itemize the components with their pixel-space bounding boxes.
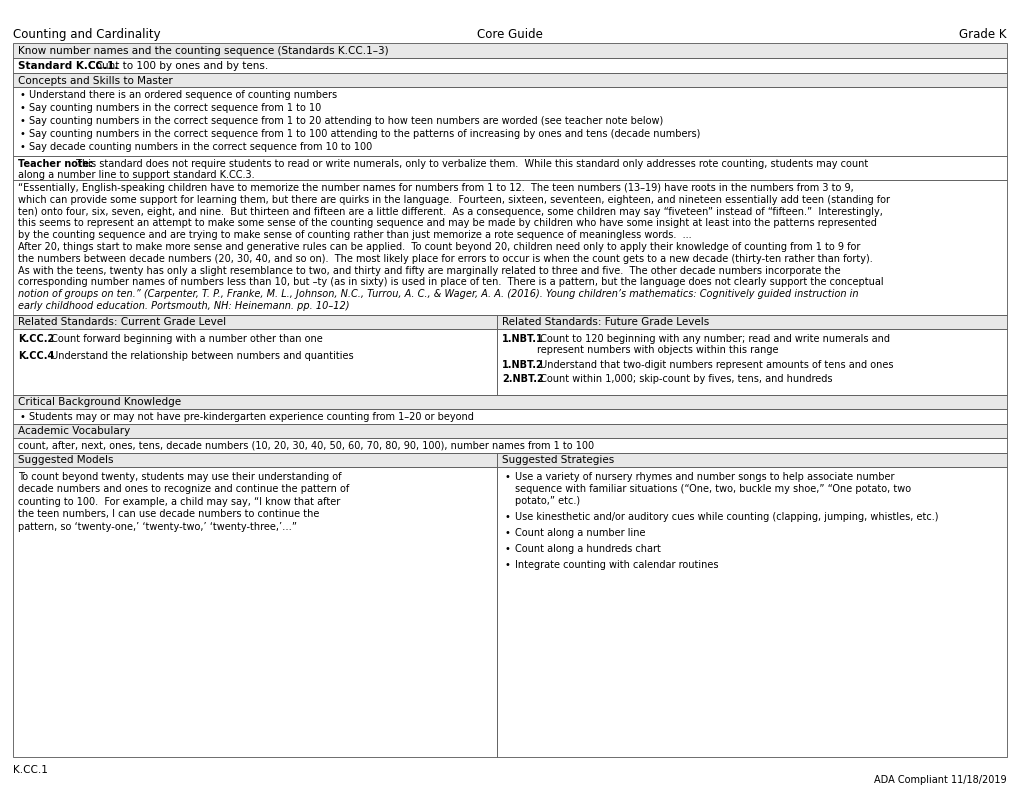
Text: Understand that two-digit numbers represent amounts of tens and ones: Understand that two-digit numbers repres… [536,360,893,370]
Text: Say counting numbers in the correct sequence from 1 to 100 attending to the patt: Say counting numbers in the correct sequ… [29,129,700,139]
Text: Core Guide: Core Guide [477,28,542,41]
Text: •: • [504,544,511,554]
Text: K.CC.2: K.CC.2 [18,334,54,344]
Text: •: • [20,412,25,422]
Text: Say decade counting numbers in the correct sequence from 10 to 100: Say decade counting numbers in the corre… [29,142,372,152]
Text: Related Standards: Current Grade Level: Related Standards: Current Grade Level [18,318,226,327]
Bar [13,466,496,757]
Bar [13,409,1006,424]
Text: •: • [504,472,511,481]
Text: Count to 100 by ones and by tens.: Count to 100 by ones and by tens. [85,61,268,71]
Bar [13,156,1006,180]
Text: Suggested Strategies: Suggested Strategies [501,455,613,465]
Text: the numbers between decade numbers (20, 30, 40, and so on).  The most likely pla: the numbers between decade numbers (20, … [18,254,872,264]
Text: Grade K: Grade K [959,28,1006,41]
Text: Related Standards: Future Grade Levels: Related Standards: Future Grade Levels [501,318,708,327]
Text: Understand there is an ordered sequence of counting numbers: Understand there is an ordered sequence … [29,90,337,100]
Text: ten) onto four, six, seven, eight, and nine.  But thirteen and fifteen are a lit: ten) onto four, six, seven, eight, and n… [18,206,882,217]
Text: •: • [504,559,511,570]
Text: pattern, so ‘twenty-one,’ ‘twenty-two,’ ‘twenty-three,’…”: pattern, so ‘twenty-one,’ ‘twenty-two,’ … [18,522,297,532]
Bar [13,73,1006,87]
Text: Critical Background Knowledge: Critical Background Knowledge [18,397,181,407]
Text: After 20, things start to make more sense and generative rules can be applied.  : After 20, things start to make more sens… [18,242,860,252]
Text: Integrate counting with calendar routines: Integrate counting with calendar routine… [515,559,717,570]
Bar [13,453,496,466]
Text: corresponding number names of numbers less than 10, but –ty (as in sixty) is use: corresponding number names of numbers le… [18,277,882,288]
Text: •: • [20,90,25,100]
Text: which can provide some support for learning them, but there are quirks in the la: which can provide some support for learn… [18,195,890,205]
Text: by the counting sequence and are trying to make sense of counting rather than ju: by the counting sequence and are trying … [18,230,691,240]
Text: sequence with familiar situations (“One, two, buckle my shoe,” “One potato, two: sequence with familiar situations (“One,… [515,484,910,494]
Text: This standard does not require students to read or write numerals, only to verba: This standard does not require students … [73,159,867,169]
Bar [13,180,1006,314]
Text: 2.NBT.2: 2.NBT.2 [501,374,543,385]
Text: decade numbers and ones to recognize and continue the pattern of: decade numbers and ones to recognize and… [18,485,348,494]
Text: •: • [20,103,25,113]
Text: Count forward beginning with a number other than one: Count forward beginning with a number ot… [48,334,322,344]
Text: K.CC.1: K.CC.1 [13,765,48,775]
Text: •: • [20,116,25,126]
Text: Count to 120 beginning with any number; read and write numerals and: Count to 120 beginning with any number; … [536,334,890,344]
Bar [496,314,1006,329]
Text: Understand the relationship between numbers and quantities: Understand the relationship between numb… [48,351,354,361]
Text: Suggested Models: Suggested Models [18,455,113,465]
Bar [13,87,1006,156]
Text: •: • [504,528,511,537]
Text: 1.NBT.1: 1.NBT.1 [501,334,543,344]
Text: To count beyond twenty, students may use their understanding of: To count beyond twenty, students may use… [18,472,341,481]
Bar [13,43,1006,58]
Text: Standard K.CC.1.: Standard K.CC.1. [18,61,118,71]
Text: Use kinesthetic and/or auditory cues while counting (clapping, jumping, whistles: Use kinesthetic and/or auditory cues whi… [515,511,937,522]
Text: Concepts and Skills to Master: Concepts and Skills to Master [18,76,172,86]
Bar [496,453,1006,466]
Text: Say counting numbers in the correct sequence from 1 to 20 attending to how teen : Say counting numbers in the correct sequ… [29,116,662,126]
Text: •: • [504,511,511,522]
Text: Say counting numbers in the correct sequence from 1 to 10: Say counting numbers in the correct sequ… [29,103,321,113]
Text: counting to 100.  For example, a child may say, “I know that after: counting to 100. For example, a child ma… [18,496,340,507]
Text: K.CC.4: K.CC.4 [18,351,54,361]
Bar [13,58,1006,73]
Text: along a number line to support standard K.CC.3.: along a number line to support standard … [18,169,255,180]
Text: represent numbers with objects within this range: represent numbers with objects within th… [536,345,777,355]
Text: potato,” etc.): potato,” etc.) [515,496,580,506]
Bar [13,438,1006,453]
Bar [13,314,496,329]
Text: •: • [20,129,25,139]
Text: ADA Compliant 11/18/2019: ADA Compliant 11/18/2019 [873,775,1006,785]
Text: Know number names and the counting sequence (Standards K.CC.1–3): Know number names and the counting seque… [18,46,388,56]
Text: Academic Vocabulary: Academic Vocabulary [18,426,130,437]
Text: Students may or may not have pre-kindergarten experience counting from 1–20 or b: Students may or may not have pre-kinderg… [29,412,474,422]
Text: Count along a hundreds chart: Count along a hundreds chart [515,544,660,554]
Text: Counting and Cardinality: Counting and Cardinality [13,28,160,41]
Text: Teacher note:: Teacher note: [18,159,93,169]
Text: notion of groups on ten.” (Carpenter, T. P., Franke, M. L., Johnson, N.C., Turro: notion of groups on ten.” (Carpenter, T.… [18,289,858,299]
Bar [13,424,1006,438]
Text: the teen numbers, I can use decade numbers to continue the: the teen numbers, I can use decade numbe… [18,509,319,519]
Text: •: • [20,142,25,152]
Text: count, after, next, ones, tens, decade numbers (10, 20, 30, 40, 50, 60, 70, 80, : count, after, next, ones, tens, decade n… [18,440,593,451]
Text: this seems to represent an attempt to make some sense of the counting sequence a: this seems to represent an attempt to ma… [18,218,876,229]
Bar [496,466,1006,757]
Text: “Essentially, English-speaking children have to memorize the number names for nu: “Essentially, English-speaking children … [18,183,853,193]
Text: 1.NBT.2: 1.NBT.2 [501,360,543,370]
Bar [13,395,1006,409]
Bar [13,329,496,395]
Text: Count within 1,000; skip-count by fives, tens, and hundreds: Count within 1,000; skip-count by fives,… [536,374,832,385]
Bar [496,329,1006,395]
Text: Count along a number line: Count along a number line [515,528,645,537]
Text: As with the teens, twenty has only a slight resemblance to two, and thirty and f: As with the teens, twenty has only a sli… [18,266,840,276]
Text: Use a variety of nursery rhymes and number songs to help associate number: Use a variety of nursery rhymes and numb… [515,472,894,481]
Text: early childhood education. Portsmouth, NH: Heinemann. pp. 10–12): early childhood education. Portsmouth, N… [18,301,350,311]
